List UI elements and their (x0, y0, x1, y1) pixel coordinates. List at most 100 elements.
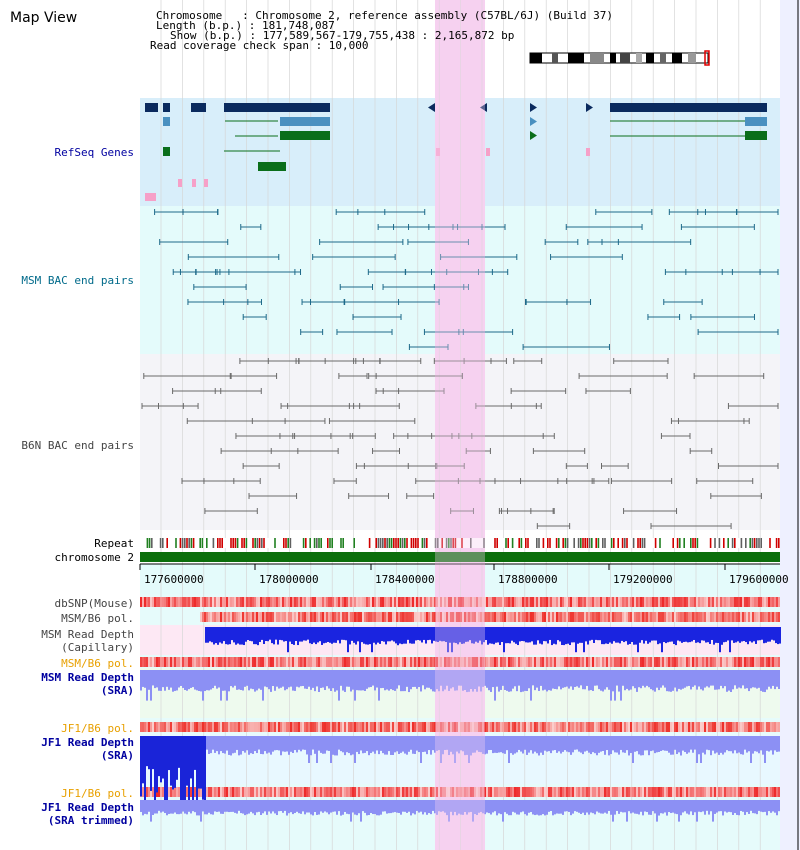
b6n-bac-features[interactable] (141, 358, 779, 529)
read-depth-bar (578, 670, 580, 688)
read-depth-bar (234, 670, 236, 686)
track-label-msm-b6-pol[interactable]: MSM/B6 pol. (61, 612, 134, 625)
read-depth-bar (552, 736, 554, 751)
read-depth-bar (690, 800, 692, 812)
polymorphism-cell (152, 722, 154, 732)
read-depth-bar (421, 627, 423, 643)
polymorphism-cell (366, 612, 368, 622)
polymorphism-cell (604, 612, 606, 622)
track-label-b6n-bac[interactable]: B6N BAC end pairs (21, 439, 134, 452)
track-label-jf1-read-depth-trimmed[interactable]: JF1 Read Depth (41, 801, 134, 814)
polymorphism-cell (760, 612, 762, 622)
track-label-msm-b6-pol-2[interactable]: MSM/B6 pol. (61, 657, 134, 670)
chromosome-bar[interactable] (140, 552, 780, 562)
polymorphism-cell (456, 657, 458, 667)
polymorphism-cell (316, 787, 318, 797)
read-depth-bar (607, 627, 609, 644)
polymorphism-cell (294, 612, 296, 622)
polymorphism-cell (276, 722, 278, 732)
read-depth-bar (356, 736, 358, 752)
polymorphism-cell (344, 787, 346, 797)
read-depth-bar (481, 627, 483, 645)
read-depth-bar (778, 670, 780, 689)
polymorphism-cell (616, 657, 618, 667)
read-depth-bar (186, 800, 188, 815)
refseq-gene-features[interactable] (145, 103, 767, 201)
read-depth-bar (378, 800, 380, 816)
polymorphism-cell (198, 787, 200, 797)
track-label-jf1-read-depth-sra[interactable]: JF1 Read Depth (41, 736, 134, 749)
read-depth-bar (385, 627, 387, 645)
read-depth-bar (414, 800, 416, 815)
read-depth-bar (376, 670, 378, 688)
read-depth-bar (486, 670, 488, 688)
polymorphism-cell (582, 612, 584, 622)
read-depth-bar (612, 800, 614, 822)
polymorphism-cell (608, 722, 610, 732)
polymorphism-cell (316, 657, 318, 667)
track-label-msm-bac[interactable]: MSM BAC end pairs (21, 274, 134, 287)
polymorphism-cell (644, 722, 646, 732)
polymorphism-cell (646, 612, 648, 622)
read-depth-bar (244, 736, 246, 753)
polymorphism-cell (774, 612, 776, 622)
polymorphism-cell (228, 722, 230, 732)
polymorphism-cell (236, 787, 238, 797)
polymorphism-cell (344, 597, 346, 607)
repeat-element (397, 538, 399, 548)
polymorphism-cell (264, 657, 266, 667)
polymorphism-cell (702, 722, 704, 732)
read-depth-bar (556, 736, 558, 753)
read-depth-bar (549, 627, 551, 640)
polymorphism-cell (624, 787, 626, 797)
track-label-dbsnp[interactable]: dbSNP(Mouse) (54, 597, 134, 610)
polymorphism-cell (166, 657, 168, 667)
track-label-jf1-b6-pol[interactable]: JF1/B6 pol. (61, 722, 134, 735)
polymorphism-cell (588, 722, 590, 732)
read-depth-bar (209, 627, 211, 642)
polymorphism-cell (262, 657, 264, 667)
polymorphism-cell (474, 612, 476, 622)
polymorphism-cell (436, 787, 438, 797)
read-depth-bar (264, 736, 266, 752)
track-label-msm-read-depth-capillary[interactable]: MSM Read Depth (41, 628, 134, 641)
read-depth-bar (542, 670, 544, 691)
polymorphism-cell (312, 612, 314, 622)
polymorphism-cell (598, 722, 600, 732)
track-label-chromosome[interactable]: chromosome 2 (54, 551, 134, 564)
track-label-repeat[interactable]: Repeat (94, 537, 134, 550)
polymorphism-cell (686, 657, 688, 667)
repeat-element (289, 538, 292, 548)
msm-bac-features[interactable] (154, 209, 779, 350)
track-label-refseq-genes[interactable]: RefSeq Genes (54, 146, 134, 159)
polymorphism-cell (532, 722, 534, 732)
polymorphism-cell (496, 657, 498, 667)
polymorphism-cell (452, 597, 454, 607)
polymorphism-cell (682, 722, 684, 732)
ideogram-position-marker[interactable] (704, 50, 710, 66)
polymorphism-cell (306, 597, 308, 607)
read-depth-bar (716, 800, 718, 813)
polymorphism-cell (590, 657, 592, 667)
read-depth-bar (260, 736, 262, 754)
polymorphism-cell (424, 722, 426, 732)
repeat-track[interactable] (140, 538, 780, 548)
read-depth-bar (254, 736, 256, 752)
track-label-msm-read-depth-sra[interactable]: MSM Read Depth (41, 671, 134, 684)
polymorphism-cell (632, 787, 634, 797)
polymorphism-cell (532, 787, 534, 797)
track-label-jf1-b6-pol-2[interactable]: JF1/B6 pol. (61, 787, 134, 800)
polymorphism-cell (248, 657, 250, 667)
read-depth-bar (303, 627, 305, 641)
polymorphism-cell (476, 612, 478, 622)
read-depth-bar (484, 670, 486, 686)
read-depth-bar (224, 800, 226, 812)
repeat-element (404, 538, 406, 548)
read-depth-bar (559, 627, 561, 642)
polymorphism-cell (294, 657, 296, 667)
polymorphism-cell (366, 597, 368, 607)
read-depth-bar (496, 670, 498, 687)
polymorphism-cell (346, 597, 348, 607)
polymorphism-cell (344, 657, 346, 667)
